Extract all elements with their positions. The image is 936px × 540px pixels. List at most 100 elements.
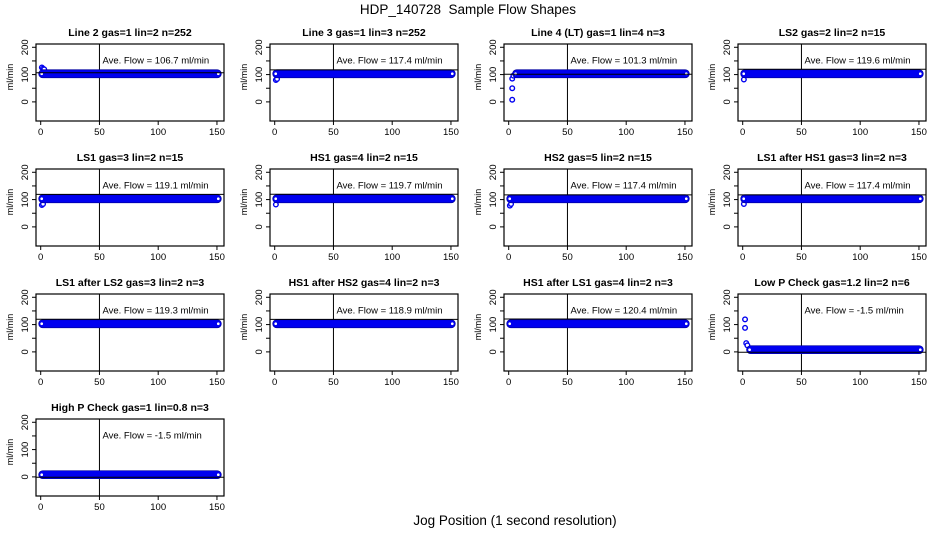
y-tick-label: 0 <box>254 99 265 104</box>
y-tick-label: 100 <box>20 192 31 208</box>
x-tick-label: 50 <box>94 252 105 263</box>
x-tick-label: 100 <box>384 377 400 388</box>
average-flow-annotation: Ave. Flow = 119.1 ml/min <box>102 181 208 192</box>
y-tick-label: 200 <box>254 289 265 305</box>
subplot-title: Line 3 gas=1 lin=3 n=252 <box>302 27 426 39</box>
data-band <box>740 194 924 204</box>
average-flow-annotation: Ave. Flow = 119.6 ml/min <box>804 56 910 67</box>
y-axis-label: ml/min <box>5 64 15 91</box>
x-tick-label: 0 <box>38 377 43 388</box>
x-tick-label: 0 <box>506 252 511 263</box>
subplot-2: Line 3 gas=1 lin=3 n=252 0 100 200 ml/min 0 50… <box>234 22 468 147</box>
y-axis-label: ml/min <box>473 64 483 91</box>
subplot-canvas: LS1 after LS2 gas=3 lin=2 n=3 0 100 200 ml/m… <box>5 277 225 388</box>
subplot-canvas: Line 3 gas=1 lin=3 n=252 0 100 200 ml/min 0 50… <box>239 27 459 138</box>
y-tick-label: 200 <box>20 289 31 305</box>
x-tick-label: 150 <box>677 377 693 388</box>
subplot-canvas: Line 2 gas=1 lin=2 n=252 0 100 200 ml/min 0 50… <box>5 27 225 138</box>
subplot-canvas: HS1 after LS1 gas=4 lin=2 n=3 0 100 200 ml/m… <box>473 277 693 388</box>
y-tick-label: 100 <box>20 442 31 458</box>
band-end-point <box>39 196 45 202</box>
x-tick-label: 100 <box>618 127 634 138</box>
data-band <box>38 194 222 204</box>
plot-box <box>503 293 693 372</box>
subplot-10: HS1 after HS2 gas=4 lin=2 n=3 0 100 200 ml/m… <box>234 272 468 397</box>
y-tick-label: 0 <box>20 349 31 354</box>
average-flow-annotation: Ave. Flow = 118.9 ml/min <box>336 306 442 317</box>
plot-box <box>269 293 459 372</box>
band-end-point <box>449 196 455 202</box>
x-tick-label: 100 <box>384 252 400 263</box>
x-tick-label: 50 <box>328 252 339 263</box>
band-end-point <box>273 71 279 77</box>
plot-box <box>269 168 459 247</box>
x-tick-label: 50 <box>562 377 573 388</box>
x-tick-label: 0 <box>506 377 511 388</box>
average-flow-annotation: Ave. Flow = 120.4 ml/min <box>570 306 677 317</box>
y-tick-label: 0 <box>722 99 733 104</box>
y-axis-label: ml/min <box>239 64 249 91</box>
y-axis-label: ml/min <box>707 314 717 341</box>
x-tick-label: 150 <box>209 502 225 513</box>
subplot-5: LS1 gas=3 lin=2 n=15 0 100 200 ml/min 0 50 100 1… <box>0 147 234 272</box>
y-tick-label: 200 <box>20 164 31 180</box>
data-point <box>742 324 749 331</box>
data-band <box>38 319 222 329</box>
x-tick-label: 100 <box>150 252 166 263</box>
subplot-canvas: LS2 gas=2 lin=2 n=15 0 100 200 ml/min 0 50 100 1… <box>707 27 927 138</box>
band-end-point <box>273 321 279 327</box>
y-axis-label: ml/min <box>239 189 249 216</box>
y-axis-label: ml/min <box>239 314 249 341</box>
y-tick-label: 0 <box>488 349 499 354</box>
y-tick-label: 100 <box>722 192 733 208</box>
data-band <box>746 345 924 355</box>
subplot-8: LS1 after HS1 gas=3 lin=2 n=3 0 100 200 ml/m… <box>702 147 936 272</box>
x-tick-label: 150 <box>443 377 459 388</box>
plot-box <box>737 293 927 372</box>
band-end-point <box>39 472 45 478</box>
x-tick-label: 50 <box>562 252 573 263</box>
y-tick-label: 200 <box>20 414 31 430</box>
y-axis-label: ml/min <box>5 314 15 341</box>
x-tick-label: 100 <box>384 127 400 138</box>
average-flow-annotation: Ave. Flow = 117.4 ml/min <box>570 181 676 192</box>
x-tick-label: 0 <box>272 252 277 263</box>
y-tick-label: 100 <box>488 67 499 83</box>
band-end-point <box>449 71 455 77</box>
subplot-canvas: HS1 gas=4 lin=2 n=15 0 100 200 ml/min 0 50 100 1… <box>239 152 459 263</box>
x-tick-label: 100 <box>150 377 166 388</box>
subplot-title: HS1 gas=4 lin=2 n=15 <box>310 152 418 164</box>
x-tick-label: 50 <box>796 127 807 138</box>
band-end-point <box>215 196 221 202</box>
band-end-point <box>741 196 747 202</box>
band-end-point <box>683 196 689 202</box>
subplot-title: Low P Check gas=1.2 lin=2 n=6 <box>754 277 909 289</box>
plot-box <box>35 293 225 372</box>
y-tick-label: 200 <box>488 164 499 180</box>
x-tick-label: 0 <box>38 252 43 263</box>
x-tick-label: 0 <box>506 127 511 138</box>
x-tick-label: 150 <box>209 252 225 263</box>
band-end-point <box>215 472 221 478</box>
subplot-canvas: Line 4 (LT) gas=1 lin=4 n=3 0 100 200 ml/min… <box>473 27 693 138</box>
x-tick-label: 50 <box>328 377 339 388</box>
x-tick-label: 50 <box>562 127 573 138</box>
band-end-point <box>917 347 923 353</box>
y-tick-label: 0 <box>20 224 31 229</box>
subplot-title: HS2 gas=5 lin=2 n=15 <box>544 152 652 164</box>
subplot-title: LS1 gas=3 lin=2 n=15 <box>77 152 184 164</box>
average-flow-annotation: Ave. Flow = 117.4 ml/min <box>804 181 910 192</box>
y-tick-label: 200 <box>722 289 733 305</box>
data-band <box>272 69 456 79</box>
subplot-canvas: HS1 after HS2 gas=4 lin=2 n=3 0 100 200 ml/m… <box>239 277 459 388</box>
y-tick-label: 0 <box>20 474 31 479</box>
average-flow-annotation: Ave. Flow = 119.7 ml/min <box>336 181 442 192</box>
data-point <box>509 96 516 103</box>
average-flow-annotation: Ave. Flow = 117.4 ml/min <box>336 56 442 67</box>
x-tick-label: 100 <box>852 377 868 388</box>
plots-grid: Line 2 gas=1 lin=2 n=252 0 100 200 ml/min 0 50… <box>0 22 936 522</box>
y-tick-label: 200 <box>488 289 499 305</box>
x-tick-label: 100 <box>618 252 634 263</box>
plot-box <box>35 168 225 247</box>
